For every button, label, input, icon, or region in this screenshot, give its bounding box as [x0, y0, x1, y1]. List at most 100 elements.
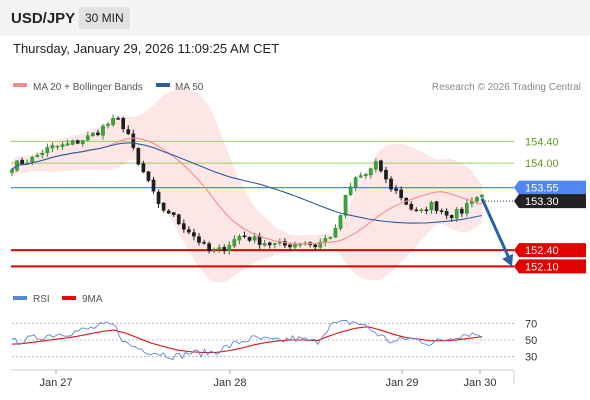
level-tag-4 — [514, 259, 586, 274]
candle-body — [272, 243, 277, 245]
candle-body — [207, 243, 211, 252]
candle-body — [126, 129, 131, 135]
candle-body — [343, 195, 348, 216]
x-tick-label-1: Jan 28 — [213, 377, 246, 389]
projection-arrow-head — [502, 253, 514, 267]
legend-bollinger-label: MA 20 + Bollinger Bands — [33, 82, 143, 93]
candle-body — [399, 189, 403, 198]
candle-body — [379, 160, 383, 172]
candle-body — [454, 209, 459, 219]
candle-body — [121, 117, 126, 130]
candle-body — [181, 223, 186, 230]
candle-body — [267, 242, 272, 246]
candle-body — [328, 237, 333, 239]
candle-body — [333, 228, 338, 238]
candle-body — [409, 203, 414, 210]
last-price-tag — [514, 194, 586, 209]
candle-body — [156, 191, 161, 204]
level-label-2: 153.55 — [525, 183, 559, 195]
candle-body — [313, 244, 318, 248]
candle-body — [166, 210, 171, 214]
candle-body — [202, 242, 206, 244]
candle-body — [434, 201, 439, 211]
candle-body — [85, 135, 90, 141]
candle-body — [257, 235, 262, 245]
bollinger-bands — [12, 88, 482, 283]
x-tick-label-0: Jan 27 — [39, 377, 72, 389]
candle-body — [368, 168, 373, 176]
legend-bollinger-swatch — [13, 83, 27, 87]
candle-body — [192, 232, 196, 237]
legend-ma50-swatch — [156, 83, 170, 87]
legend-rsi-label: RSI — [33, 294, 50, 305]
candle-body — [91, 132, 95, 136]
candle-body — [227, 245, 232, 252]
candle-body — [323, 238, 328, 243]
candle-body — [161, 202, 166, 211]
rsi-tick-1: 50 — [525, 335, 537, 347]
candle-body — [35, 155, 40, 157]
level-label-1: 154.00 — [525, 158, 559, 170]
candle-body — [242, 235, 247, 237]
chart-header: USD/JPY 30 MIN — [0, 0, 590, 36]
candle-body — [439, 210, 444, 212]
candle-body — [262, 243, 267, 246]
rsi-line — [11, 319, 483, 361]
legend-ma50-label: MA 50 — [175, 82, 204, 93]
candle-body — [293, 243, 297, 248]
level-label-3: 152.40 — [525, 245, 559, 257]
candle-body — [116, 118, 120, 120]
candle-body — [363, 174, 368, 176]
candle-body — [141, 163, 146, 173]
candle-body — [232, 239, 237, 247]
candle-body — [374, 161, 378, 170]
rsi-tick-0: 70 — [525, 318, 537, 330]
last-price-label: 153.30 — [525, 196, 559, 208]
candle-body — [111, 117, 115, 125]
projection-arrow-line — [480, 197, 512, 262]
candle-body — [419, 209, 424, 212]
legend-9ma-swatch — [62, 296, 76, 300]
candle-body — [414, 209, 419, 212]
candle-body — [131, 133, 136, 148]
candle-body — [136, 148, 141, 165]
projection-arrow — [480, 197, 514, 267]
candle-body — [464, 203, 469, 214]
legend-9ma-label: 9MA — [82, 294, 103, 305]
candle-body — [50, 145, 55, 149]
credit-text: Research © 2026 Trading Central — [432, 82, 581, 93]
candle-body — [288, 244, 292, 248]
candle-body — [40, 152, 45, 155]
candle-body — [429, 202, 434, 211]
key-levels — [11, 140, 514, 268]
rsi-panel: 70 50 30 — [11, 318, 537, 364]
candle-body — [171, 212, 176, 216]
candle-body — [384, 169, 388, 180]
candle-body — [75, 140, 80, 144]
legend-rsi-swatch — [13, 296, 27, 300]
candle-body — [187, 229, 191, 233]
candle-body — [106, 124, 110, 126]
interval-button[interactable]: 30 MIN — [79, 7, 130, 29]
rsi-tick-2: 30 — [525, 352, 537, 364]
candle-body — [212, 249, 217, 252]
candle-body — [176, 214, 181, 225]
level-label-4: 152.10 — [525, 261, 559, 273]
level-tag-3 — [514, 243, 586, 258]
candle-body — [151, 179, 156, 192]
rsi-9ma-line — [11, 326, 483, 354]
symbol-label: USD/JPY — [11, 10, 76, 27]
candle-body — [60, 144, 65, 147]
candle-body — [222, 247, 227, 252]
candle-body — [444, 211, 449, 216]
x-axis: Jan 27 Jan 28 Jan 29 Jan 30 — [39, 370, 497, 389]
candle-body — [101, 125, 105, 136]
candle-body — [459, 208, 464, 214]
level-tag-2 — [514, 180, 586, 195]
ma50-line — [11, 142, 483, 224]
timestamp: Thursday, January 29, 2026 11:09:25 AM C… — [13, 41, 280, 56]
candle-body — [55, 145, 60, 148]
x-tick-label-3: Jan 30 — [463, 377, 496, 389]
candle-body — [10, 169, 14, 173]
